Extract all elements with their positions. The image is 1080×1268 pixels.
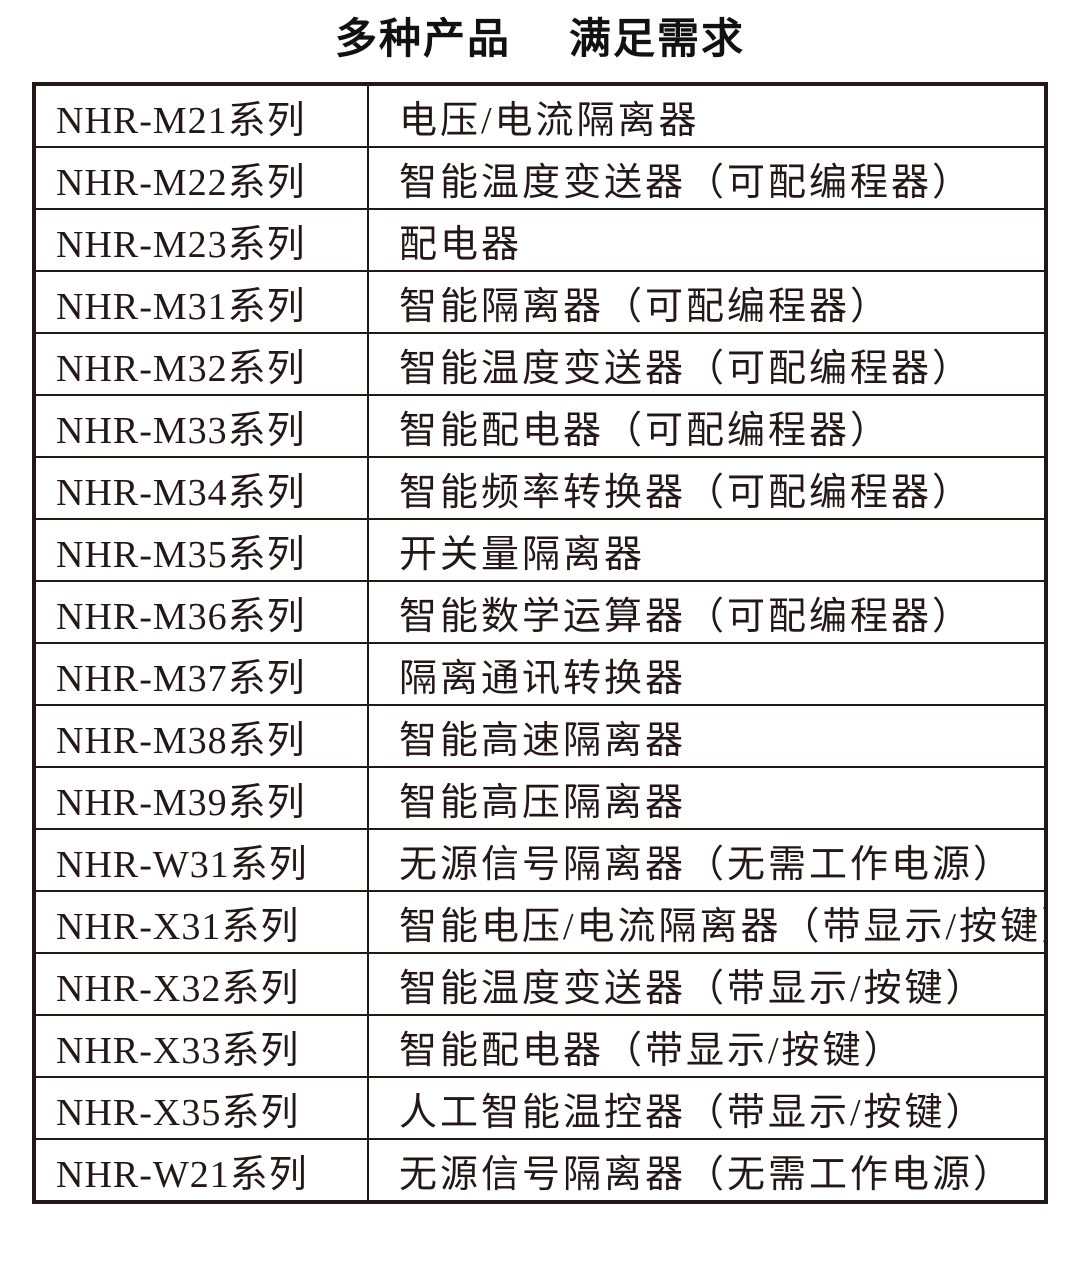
series-cell: NHR-X32系列 xyxy=(33,952,369,1017)
description-cell: 智能温度变送器（可配编程器） xyxy=(367,146,1047,211)
table-row: NHR-X33系列 智能配电器（带显示/按键） xyxy=(33,1014,1047,1079)
description-cell: 智能隔离器（可配编程器） xyxy=(367,270,1047,335)
series-cell: NHR-M33系列 xyxy=(33,394,369,459)
table-row: NHR-M22系列 智能温度变送器（可配编程器） xyxy=(33,146,1047,211)
series-cell: NHR-M35系列 xyxy=(33,518,369,583)
table-row: NHR-M34系列 智能频率转换器（可配编程器） xyxy=(33,456,1047,521)
table-row: NHR-M38系列 智能高速隔离器 xyxy=(33,704,1047,769)
series-cell: NHR-M38系列 xyxy=(33,704,369,769)
table-row: NHR-M33系列 智能配电器（可配编程器） xyxy=(33,394,1047,459)
table-row: NHR-M23系列 配电器 xyxy=(33,208,1047,273)
table-row: NHR-M31系列 智能隔离器（可配编程器） xyxy=(33,270,1047,335)
page-title: 多种产品 满足需求 xyxy=(0,0,1080,64)
description-cell: 智能温度变送器（带显示/按键） xyxy=(367,952,1047,1017)
series-cell: NHR-M23系列 xyxy=(33,208,369,273)
series-cell: NHR-M31系列 xyxy=(33,270,369,335)
table-row: NHR-M21系列 电压/电流隔离器 xyxy=(33,83,1047,149)
series-cell: NHR-M32系列 xyxy=(33,332,369,397)
description-cell: 人工智能温控器（带显示/按键） xyxy=(367,1076,1047,1141)
series-cell: NHR-X33系列 xyxy=(33,1014,369,1079)
product-series-table: NHR-M21系列 电压/电流隔离器 NHR-M22系列 智能温度变送器（可配编… xyxy=(32,82,1048,1205)
series-cell: NHR-X31系列 xyxy=(33,890,369,955)
description-cell: 智能电压/电流隔离器（带显示/按键） xyxy=(367,890,1047,955)
description-cell: 隔离通讯转换器 xyxy=(367,642,1047,707)
description-cell: 电压/电流隔离器 xyxy=(367,83,1047,149)
table-row: NHR-M32系列 智能温度变送器（可配编程器） xyxy=(33,332,1047,397)
description-cell: 智能高压隔离器 xyxy=(367,766,1047,831)
description-cell: 智能高速隔离器 xyxy=(367,704,1047,769)
title-part1: 多种产品 xyxy=(334,15,511,62)
table-row: NHR-W21系列 无源信号隔离器（无需工作电源） xyxy=(33,1138,1047,1204)
description-cell: 无源信号隔离器（无需工作电源） xyxy=(367,828,1047,893)
title-part2: 满足需求 xyxy=(569,15,746,62)
series-cell: NHR-M21系列 xyxy=(33,83,369,149)
series-cell: NHR-M22系列 xyxy=(33,146,369,211)
description-cell: 智能频率转换器（可配编程器） xyxy=(367,456,1047,521)
description-cell: 配电器 xyxy=(367,208,1047,273)
table-row: NHR-X31系列 智能电压/电流隔离器（带显示/按键） xyxy=(33,890,1047,955)
series-cell: NHR-W21系列 xyxy=(33,1138,369,1204)
description-cell: 无源信号隔离器（无需工作电源） xyxy=(367,1138,1047,1204)
description-cell: 智能温度变送器（可配编程器） xyxy=(367,332,1047,397)
series-cell: NHR-M36系列 xyxy=(33,580,369,645)
series-cell: NHR-M39系列 xyxy=(33,766,369,831)
table-row: NHR-X32系列 智能温度变送器（带显示/按键） xyxy=(33,952,1047,1017)
series-cell: NHR-W31系列 xyxy=(33,828,369,893)
table-body: NHR-M21系列 电压/电流隔离器 NHR-M22系列 智能温度变送器（可配编… xyxy=(33,83,1047,1204)
table-row: NHR-M35系列 开关量隔离器 xyxy=(33,518,1047,583)
table-row: NHR-M39系列 智能高压隔离器 xyxy=(33,766,1047,831)
description-cell: 智能配电器（带显示/按键） xyxy=(367,1014,1047,1079)
table-row: NHR-X35系列 人工智能温控器（带显示/按键） xyxy=(33,1076,1047,1141)
table-row: NHR-M36系列 智能数学运算器（可配编程器） xyxy=(33,580,1047,645)
table-row: NHR-M37系列 隔离通讯转换器 xyxy=(33,642,1047,707)
description-cell: 智能配电器（可配编程器） xyxy=(367,394,1047,459)
table-row: NHR-W31系列 无源信号隔离器（无需工作电源） xyxy=(33,828,1047,893)
series-cell: NHR-M37系列 xyxy=(33,642,369,707)
series-cell: NHR-M34系列 xyxy=(33,456,369,521)
description-cell: 智能数学运算器（可配编程器） xyxy=(367,580,1047,645)
description-cell: 开关量隔离器 xyxy=(367,518,1047,583)
series-cell: NHR-X35系列 xyxy=(33,1076,369,1141)
